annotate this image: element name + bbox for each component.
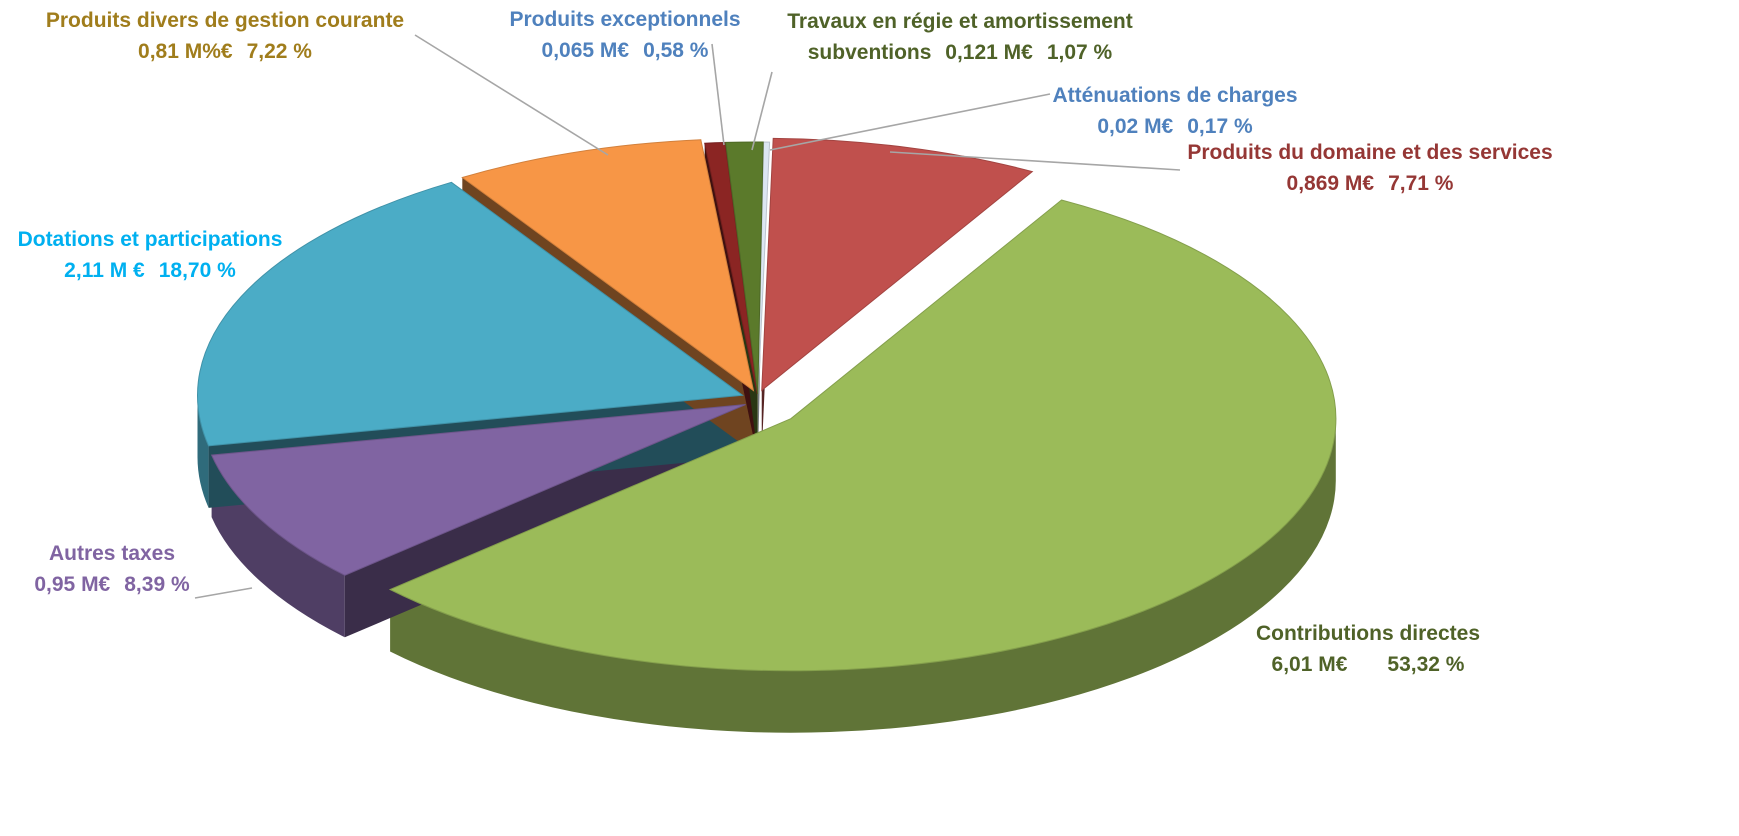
- value-label: 8,39 %: [124, 573, 190, 596]
- slice: [388, 199, 1337, 672]
- leader-line: [414, 34, 609, 156]
- value-label: 0,17 %: [1187, 115, 1253, 138]
- slice: [210, 404, 746, 576]
- amount-label: 0,81 M%€: [138, 40, 233, 63]
- value-label: 18,70 %: [158, 259, 236, 282]
- slice-label: Autres taxes 0,95 M€ 8,39 %: [34, 538, 189, 600]
- leader-line: [751, 71, 773, 151]
- slice: [461, 139, 755, 392]
- slice: [197, 181, 744, 447]
- label-name: Contributions directes: [1255, 622, 1481, 645]
- label-name: Produits divers de gestion courante: [45, 9, 405, 32]
- pie-tops: [197, 137, 1337, 672]
- slice: [725, 141, 764, 395]
- amount-label: 0,95 M€: [34, 573, 111, 596]
- amount-label: 2,11 M €: [64, 259, 145, 282]
- slice-label: Produits exceptionnels 0,065 M€ 0,58 %: [509, 4, 740, 66]
- leader-line: [889, 151, 1181, 171]
- label-name: Dotations et participations: [17, 228, 283, 251]
- slice-side: [211, 455, 345, 638]
- label-name: Produits exceptionnels: [509, 8, 741, 31]
- slice-side: [390, 418, 1336, 733]
- leader-line: [194, 587, 253, 599]
- amount-label: 0,869 M€: [1286, 172, 1375, 195]
- value-label: 1,07 %: [1046, 41, 1113, 64]
- slice-label: Atténuations de charges 0,02 M€ 0,17 %: [1052, 80, 1297, 142]
- value-label: 7,22 %: [246, 40, 312, 63]
- amount-label: 0,02 M€: [1097, 115, 1174, 138]
- slice-label: Contributions directes 6,01 M€ 53,32 %: [1256, 618, 1480, 680]
- leader-line: [769, 93, 1051, 151]
- value-label: 0,58 %: [643, 39, 709, 62]
- slice-label: Travaux en régie et amortissement subven…: [765, 6, 1155, 68]
- leader-line: [711, 43, 725, 146]
- value-label: 53,32 %: [1387, 653, 1465, 676]
- label-name: Atténuations de charges: [1052, 84, 1298, 107]
- slice: [761, 137, 1034, 392]
- label-name: Travaux en régie et amortissement subven…: [787, 10, 1133, 64]
- slice-label: Produits divers de gestion courante 0,81 …: [46, 5, 404, 67]
- label-name: Produits du domaine et des services: [1187, 141, 1553, 164]
- slice-side: [197, 395, 209, 508]
- slice-label: Dotations et participations 2,11 M € 18,70…: [18, 224, 283, 286]
- value-label: 7,71 %: [1388, 172, 1454, 195]
- amount-label: 0,121 M€: [945, 41, 1033, 64]
- label-name: Autres taxes: [48, 542, 176, 565]
- amount-label: 6,01 M€: [1271, 653, 1348, 676]
- amount-label: 0,065 M€: [541, 39, 630, 62]
- slice-label: Produits du domaine et des services 0,869…: [1187, 137, 1552, 199]
- slice: [704, 141, 758, 395]
